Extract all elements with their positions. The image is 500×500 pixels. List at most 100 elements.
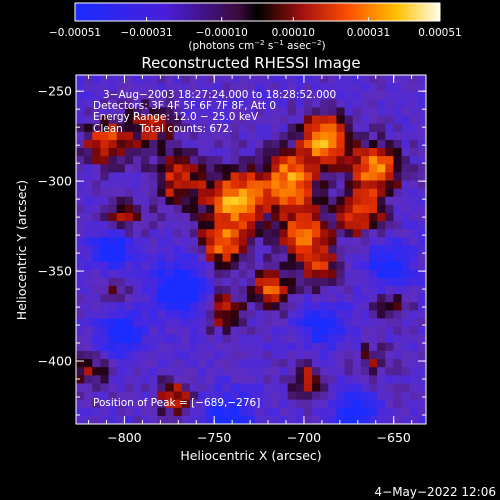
heatmap-cell: [132, 212, 142, 222]
heatmap-cell: [181, 123, 191, 133]
heatmap-cell: [246, 139, 256, 149]
heatmap-cell: [141, 383, 150, 392]
heatmap-cell: [124, 139, 134, 149]
heatmap-cell: [124, 204, 134, 214]
heatmap-cell: [295, 180, 305, 190]
heatmap-cell: [328, 196, 337, 206]
heatmap-cell: [401, 367, 411, 376]
heatmap-cell: [271, 99, 280, 108]
heatmap-cell: [320, 196, 329, 206]
heatmap-cell: [271, 123, 280, 133]
heatmap-cell: [108, 342, 118, 352]
heatmap-cell: [393, 156, 402, 165]
heatmap-cell: [377, 212, 386, 222]
heatmap-cell: [206, 229, 215, 238]
heatmap-cell: [393, 407, 402, 417]
heatmap-cell: [149, 83, 158, 92]
heatmap-cell: [84, 350, 93, 360]
heatmap-cell: [149, 237, 158, 246]
heatmap-cell: [409, 123, 419, 133]
heatmap-cell: [108, 367, 118, 376]
heatmap-cell: [149, 164, 158, 173]
heatmap-cell: [189, 415, 199, 425]
heatmap-cell: [417, 83, 427, 92]
heatmap-cell: [173, 310, 183, 319]
heatmap-cell: [230, 269, 240, 279]
heatmap-cell: [181, 310, 191, 319]
heatmap-cell: [352, 188, 362, 198]
heatmap-cell: [328, 164, 337, 173]
heatmap-cell: [222, 261, 232, 271]
heatmap-cell: [255, 302, 264, 311]
heatmap-cell: [206, 334, 215, 344]
heatmap-cell: [295, 75, 305, 84]
heatmap-cell: [295, 139, 305, 149]
heatmap-cell: [263, 334, 272, 344]
heatmap-cell: [84, 237, 93, 246]
heatmap-cell: [76, 286, 85, 295]
heatmap-cell: [149, 310, 158, 319]
heatmap-cell: [352, 91, 362, 100]
heatmap-cell: [287, 245, 297, 254]
heatmap-cell: [116, 302, 126, 311]
heatmap-cell: [385, 359, 394, 368]
heatmap-cell: [76, 383, 85, 392]
heatmap-cell: [222, 269, 232, 279]
heatmap-cell: [181, 164, 191, 173]
heatmap-cell: [344, 164, 354, 173]
heatmap-cell: [263, 196, 272, 206]
heatmap-cell: [295, 359, 305, 368]
heatmap-cell: [417, 123, 427, 133]
heatmap-cell: [255, 156, 264, 165]
heatmap-cell: [116, 391, 126, 401]
heatmap-cell: [84, 326, 93, 336]
heatmap-cell: [385, 131, 394, 141]
heatmap-cell: [360, 237, 370, 246]
heatmap-cell: [100, 269, 109, 279]
heatmap-cell: [165, 302, 175, 311]
heatmap-cell: [360, 391, 370, 401]
heatmap-cell: [271, 261, 280, 271]
heatmap-cell: [295, 302, 305, 311]
heatmap-cell: [108, 253, 118, 263]
heatmap-cell: [116, 164, 126, 173]
heatmap-cell: [189, 375, 199, 384]
heatmap-cell: [401, 334, 411, 344]
heatmap-cell: [206, 350, 215, 360]
colorbar-tick-label: 0.00051: [418, 27, 461, 39]
heatmap-cell: [385, 383, 394, 392]
heatmap-cell: [214, 180, 223, 190]
heatmap-cell: [108, 286, 118, 295]
heatmap-cell: [189, 212, 199, 222]
heatmap-cell: [198, 326, 207, 336]
heatmap-cell: [92, 229, 101, 238]
heatmap-cell: [100, 156, 109, 165]
heatmap-cell: [157, 302, 166, 311]
heatmap-cell: [393, 123, 402, 133]
heatmap-cell: [149, 115, 158, 125]
heatmap-cell: [255, 350, 264, 360]
heatmap-cell: [303, 269, 313, 279]
heatmap-cell: [238, 123, 248, 133]
heatmap-cell: [377, 99, 386, 108]
heatmap-cell: [255, 172, 264, 181]
heatmap-cell: [409, 245, 419, 254]
heatmap-cell: [279, 172, 289, 181]
heatmap-cell: [352, 286, 362, 295]
heatmap-cell: [76, 310, 85, 319]
heatmap-cell: [320, 115, 329, 125]
heatmap-cell: [76, 359, 85, 368]
heatmap-cell: [393, 131, 402, 141]
heatmap-cell: [238, 245, 248, 254]
heatmap-cell: [401, 237, 411, 246]
heatmap-cell: [409, 212, 419, 222]
heatmap-cell: [336, 156, 346, 165]
heatmap-cell: [255, 83, 264, 92]
heatmap-cell: [76, 156, 85, 165]
heatmap-cell: [246, 229, 256, 238]
heatmap-cell: [320, 131, 329, 141]
heatmap-cell: [417, 245, 427, 254]
heatmap-cell: [222, 318, 232, 328]
heatmap-cell: [409, 350, 419, 360]
heatmap-cell: [116, 91, 126, 100]
